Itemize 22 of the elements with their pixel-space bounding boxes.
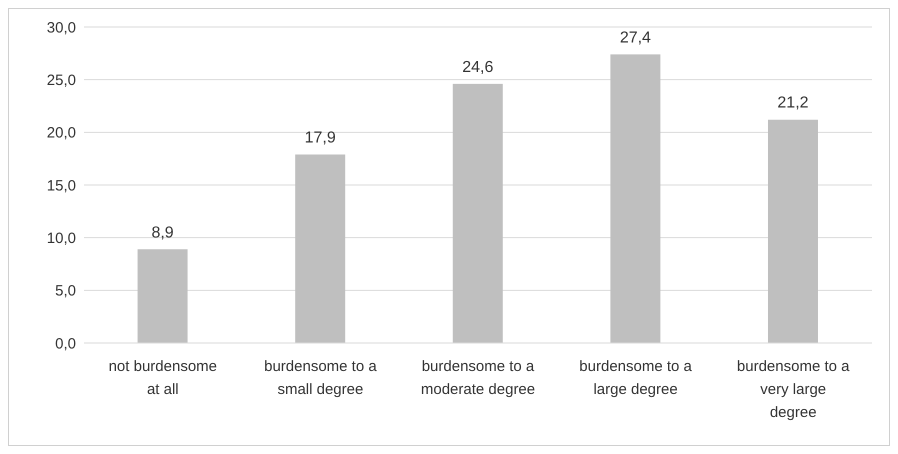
data-label: 17,9 — [304, 129, 336, 146]
data-label: 21,2 — [777, 94, 809, 112]
y-tick-label: 30,0 — [46, 19, 76, 36]
x-tick-label: burdensome to a large degree — [579, 358, 693, 398]
data-label: 24,6 — [462, 58, 494, 76]
bar — [452, 84, 503, 343]
y-tick-label: 0,0 — [55, 335, 76, 352]
x-tick-label: burdensome to a moderate degree — [420, 358, 536, 398]
y-tick-label: 10,0 — [46, 230, 76, 247]
y-tick-label: 20,0 — [46, 124, 76, 142]
data-label: 27,4 — [620, 29, 652, 46]
bar — [295, 154, 346, 343]
x-tick-label: burdensome to a small degree — [264, 358, 378, 398]
x-tick-label: burdensome to a very large degree — [736, 358, 850, 421]
y-tick-label: 5,0 — [55, 282, 76, 300]
y-tick-label: 25,0 — [46, 72, 76, 89]
x-tick-label: not burdensome at all — [108, 358, 218, 398]
bar — [610, 54, 660, 343]
data-label: 8,9 — [151, 224, 174, 242]
bar — [768, 120, 818, 343]
y-tick-label: 15,0 — [46, 177, 76, 194]
bar — [138, 249, 188, 343]
